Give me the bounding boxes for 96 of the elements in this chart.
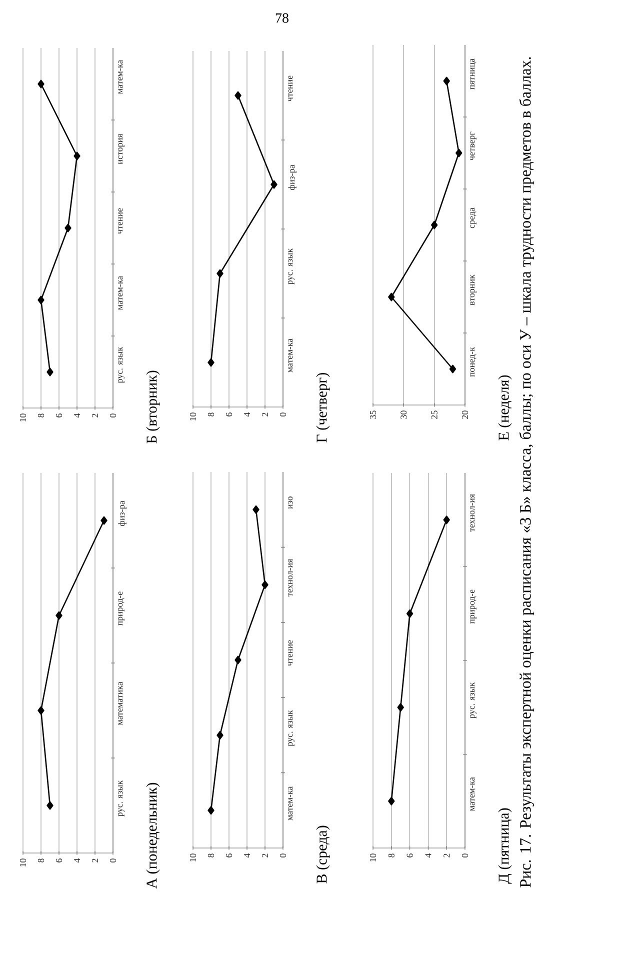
y-tick-label: вторник bbox=[470, 274, 476, 306]
text: Д (пятница) bbox=[498, 808, 512, 884]
point bbox=[38, 80, 44, 88]
x-tick-label: 2 bbox=[444, 854, 450, 858]
x-tick-label: 6 bbox=[226, 412, 232, 416]
y-tick-label: матем-ка bbox=[288, 786, 293, 820]
point bbox=[430, 220, 438, 230]
x-tick-label: 10 bbox=[20, 414, 26, 422]
x-tick-label: 25 bbox=[431, 410, 438, 419]
y-tick-label: изо bbox=[288, 496, 293, 509]
y-tick-label: матем-ка bbox=[470, 777, 475, 812]
x-tick-label: 0 bbox=[110, 414, 116, 418]
x-tick-label: 6 bbox=[406, 854, 413, 858]
y-tick-label: технол-ия bbox=[470, 494, 475, 532]
y-tick-label: среда bbox=[470, 208, 476, 228]
y-tick-label: физ-ра bbox=[118, 500, 126, 526]
point bbox=[208, 358, 214, 367]
x-tick-label: 4 bbox=[74, 413, 80, 418]
x-tick-label: 6 bbox=[56, 858, 62, 862]
point bbox=[100, 516, 108, 525]
x-tick-label: 2 bbox=[262, 412, 268, 416]
point bbox=[64, 224, 72, 232]
point bbox=[388, 292, 395, 302]
y-tick-label: рус. язык bbox=[118, 346, 124, 383]
x-tick-label: 8 bbox=[208, 412, 214, 416]
x-tick-label: 0 bbox=[280, 412, 286, 416]
text: Г (четверг) bbox=[316, 372, 330, 442]
y-tick-label: физ-ра bbox=[288, 164, 296, 190]
x-tick-label: 8 bbox=[38, 414, 44, 418]
x-tick-label: 4 bbox=[244, 853, 250, 858]
point bbox=[443, 76, 450, 86]
point bbox=[38, 296, 44, 304]
point bbox=[252, 505, 260, 514]
y-tick-label: рус. язык bbox=[288, 710, 294, 746]
point bbox=[46, 801, 54, 810]
point bbox=[216, 269, 224, 278]
x-tick-label: 6 bbox=[226, 854, 232, 858]
point bbox=[397, 703, 404, 712]
text: Рис. 17. Результаты экспертной оценки расписания «3 Б» класса, баллы; по оси У – шкала трудности предметов в баллах. bbox=[519, 57, 534, 888]
y-tick-label: понед-к bbox=[470, 347, 476, 377]
x-tick-label: 0 bbox=[110, 858, 116, 862]
x-tick-label: 4 bbox=[74, 858, 80, 863]
x-tick-label: 8 bbox=[38, 858, 44, 862]
x-tick-label: 10 bbox=[190, 412, 196, 420]
x-tick-label: 20 bbox=[462, 410, 468, 419]
x-tick-label: 4 bbox=[244, 412, 250, 417]
point bbox=[388, 796, 395, 806]
x-tick-label: 2 bbox=[92, 414, 98, 418]
point bbox=[262, 580, 268, 590]
y-tick-label: чтение bbox=[118, 208, 123, 234]
y-tick-label: рус. язык bbox=[470, 682, 476, 718]
point bbox=[46, 368, 54, 376]
x-tick-label: 2 bbox=[262, 854, 268, 858]
point bbox=[208, 806, 214, 815]
x-tick-label: 8 bbox=[388, 854, 394, 858]
y-tick-label: матем-ка bbox=[118, 276, 123, 310]
y-tick-label: чтение bbox=[288, 640, 293, 666]
x-tick-label: 35 bbox=[370, 410, 376, 419]
y-tick-label: технол-ия bbox=[288, 558, 293, 597]
y-tick-label: природ-е bbox=[118, 592, 124, 626]
x-tick-label: 10 bbox=[190, 854, 196, 862]
y-tick-label: пятница bbox=[470, 58, 476, 90]
point bbox=[38, 706, 44, 715]
y-tick-label: история bbox=[118, 134, 124, 164]
x-tick-label: 10 bbox=[370, 854, 376, 862]
point bbox=[270, 180, 278, 189]
y-tick-label: чтение bbox=[288, 76, 293, 102]
point bbox=[234, 656, 242, 664]
point bbox=[443, 516, 450, 524]
point bbox=[406, 609, 414, 618]
y-tick-label: рус. язык bbox=[288, 248, 294, 284]
y-tick-label: четверг bbox=[470, 132, 476, 160]
x-tick-label: 30 bbox=[400, 410, 407, 419]
y-tick-label: математика bbox=[118, 682, 123, 726]
point bbox=[449, 364, 456, 374]
x-tick-label: 6 bbox=[56, 414, 62, 418]
y-tick-label: матем-ка bbox=[288, 338, 293, 372]
x-tick-label: 2 bbox=[92, 858, 98, 862]
point bbox=[234, 91, 242, 100]
x-tick-label: 4 bbox=[425, 853, 432, 858]
x-tick-label: 0 bbox=[280, 854, 286, 858]
y-tick-label: матем-ка bbox=[118, 60, 123, 94]
point bbox=[56, 611, 62, 620]
point bbox=[216, 730, 224, 740]
y-tick-label: природ-е bbox=[470, 590, 476, 624]
point bbox=[74, 152, 80, 160]
text: 78 bbox=[276, 13, 288, 23]
x-tick-label: 0 bbox=[462, 854, 468, 858]
text: А (понедельник) bbox=[146, 782, 160, 889]
text: Б (вторник) bbox=[146, 370, 160, 444]
y-tick-label: рус. язык bbox=[118, 780, 124, 816]
x-tick-label: 10 bbox=[20, 858, 26, 866]
point bbox=[456, 148, 462, 158]
x-tick-label: 8 bbox=[208, 854, 214, 858]
text: Е (неделя) bbox=[498, 375, 512, 440]
text: В (среда) bbox=[316, 826, 330, 884]
